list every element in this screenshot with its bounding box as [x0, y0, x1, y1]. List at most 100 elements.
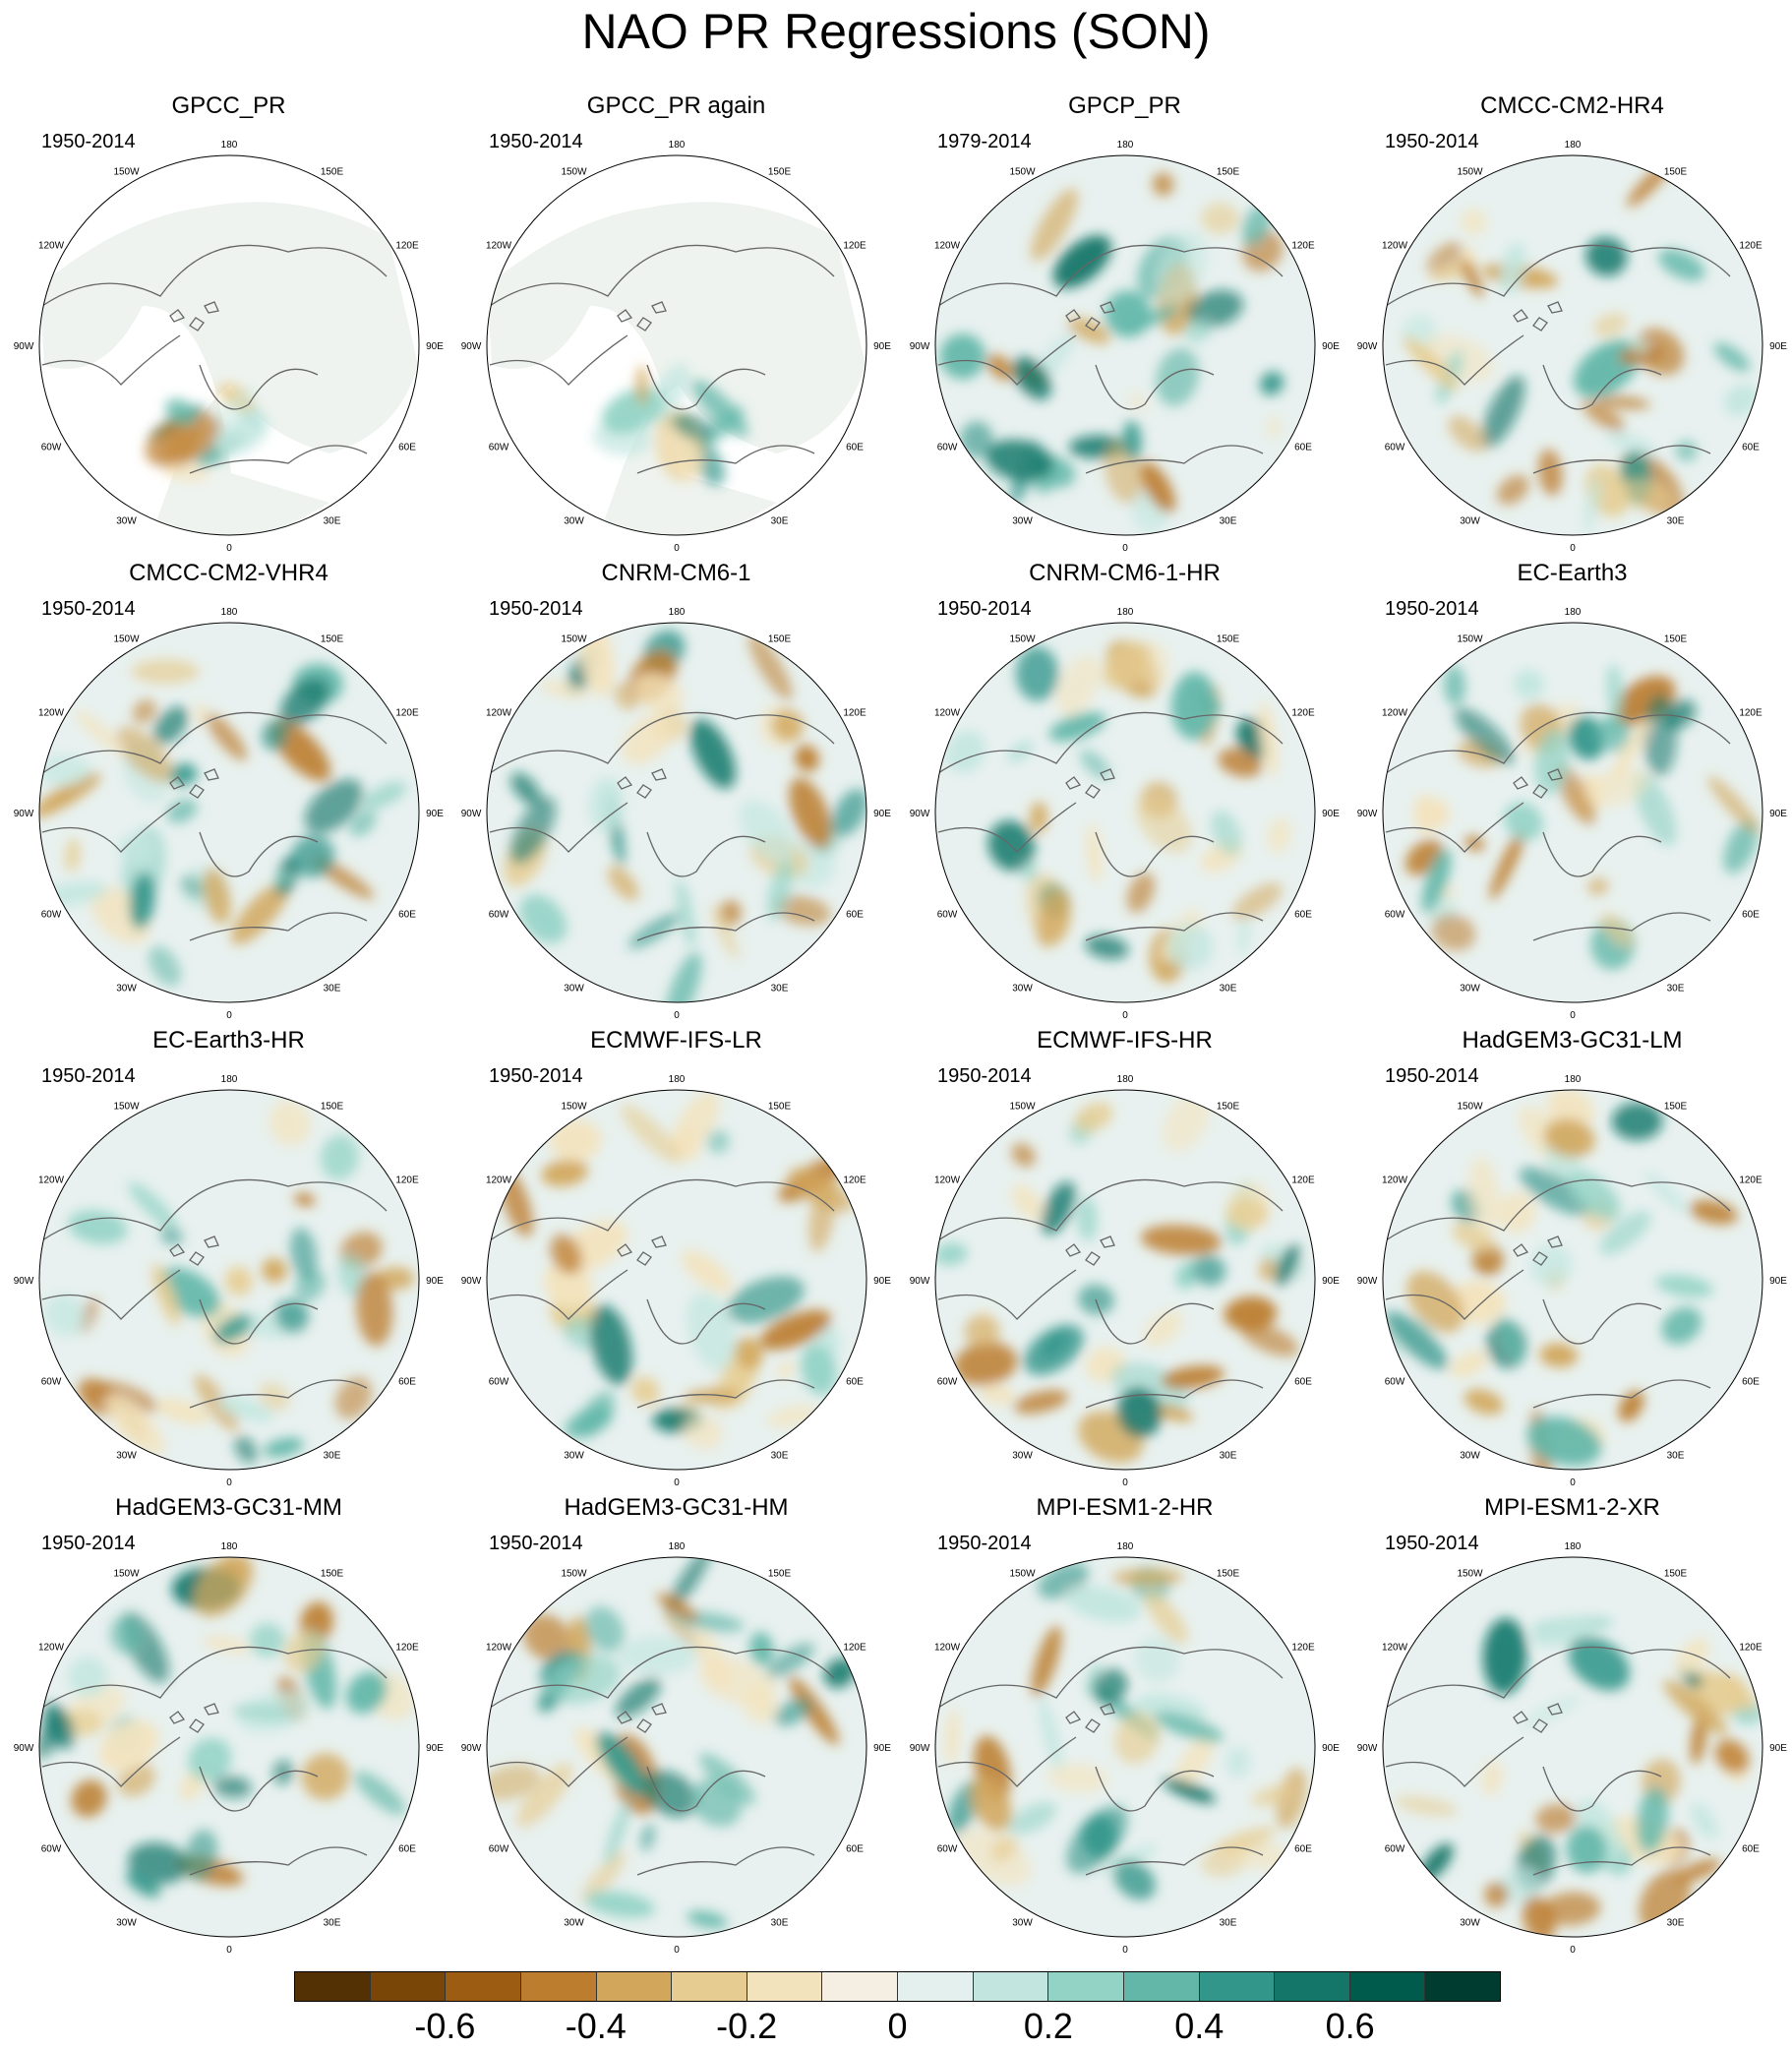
longitude-label: 120E [395, 708, 419, 719]
map-panel: CNRM-CM6-1 1950-2014 180 150E 120E 90E 60E 30E 0… [452, 560, 900, 1022]
longitude-label: 90E [1322, 1743, 1340, 1754]
longitude-label: 90E [1322, 341, 1340, 352]
longitude-label: 30E [771, 1918, 789, 1929]
precip-field [487, 1090, 866, 1470]
longitude-label: 0 [1570, 543, 1576, 554]
map-boundary [1382, 154, 1763, 536]
longitude-label: 0 [1570, 1477, 1576, 1488]
precip-field [1383, 1090, 1762, 1470]
polar-map: 180 150E 120E 90E 60E 30E 0 30W 60W 90W 120W 150W [910, 140, 1341, 554]
longitude-label: 150W [1009, 1102, 1036, 1113]
longitude-label: 30W [1460, 1918, 1480, 1929]
longitude-label: 30E [771, 516, 789, 527]
longitude-label: 150W [113, 167, 140, 178]
polar-map: 180 150E 120E 90E 60E 30E 0 30W 60W 90W 120W 150W [1357, 140, 1788, 554]
longitude-label: 60E [1294, 1377, 1312, 1388]
longitude-label: 90W [1357, 809, 1378, 819]
panel-title: MPI-ESM1-2-XR [1484, 1494, 1660, 1521]
longitude-label: 60E [846, 1844, 864, 1855]
panel-title: EC-Earth3 [1517, 560, 1628, 586]
colorbar-swatch [1425, 1972, 1500, 2001]
longitude-label: 180 [1565, 1074, 1582, 1085]
longitude-label: 180 [1117, 140, 1134, 151]
precip-field [1383, 1557, 1762, 1937]
longitude-label: 120E [843, 708, 866, 719]
longitude-label: 150E [321, 1102, 344, 1113]
panel-period: 1950-2014 [1385, 131, 1479, 152]
longitude-label: 0 [226, 543, 232, 554]
polar-map: 180 150E 120E 90E 60E 30E 0 30W 60W 90W 120W 150W [1357, 1074, 1788, 1488]
longitude-label: 180 [1565, 607, 1582, 618]
longitude-label: 150W [113, 1102, 140, 1113]
map-panel: MPI-ESM1-2-XR 1950-2014 180 150E 120E 90E 60E 3… [1348, 1494, 1792, 1957]
longitude-label: 60E [1742, 1844, 1760, 1855]
precip-field [935, 623, 1315, 1002]
longitude-label: 60W [41, 910, 62, 921]
longitude-label: 30E [1220, 1918, 1237, 1929]
longitude-label: 90W [461, 809, 482, 819]
colorbar [294, 1971, 1501, 2002]
panel-title: HadGEM3-GC31-HM [564, 1494, 789, 1521]
longitude-label: 90E [1769, 1276, 1787, 1287]
longitude-label: 60W [41, 1844, 62, 1855]
coastlines [41, 1178, 388, 1409]
longitude-label: 30W [564, 1451, 584, 1462]
longitude-label: 90E [426, 1743, 444, 1754]
longitude-label: 30E [324, 516, 341, 527]
map-panel: HadGEM3-GC31-LM 1950-2014 180 150E 120E 90E 60… [1348, 1027, 1792, 1489]
longitude-label: 90E [1322, 809, 1340, 819]
longitude-label: 150W [1457, 1569, 1483, 1580]
longitude-label: 150W [113, 1569, 140, 1580]
longitude-label: 150W [1009, 167, 1036, 178]
longitude-label: 30E [324, 1451, 341, 1462]
map-boundary [1382, 1089, 1763, 1471]
longitude-label: 120W [38, 1175, 65, 1186]
longitude-label: 120E [1291, 708, 1315, 719]
map-boundary [38, 1556, 420, 1938]
panel-title: ECMWF-IFS-HR [1037, 1027, 1213, 1054]
precip-field [935, 1557, 1315, 1937]
longitude-label: 60W [1385, 1377, 1405, 1388]
longitude-label: 150W [1009, 1569, 1036, 1580]
coastlines [937, 244, 1284, 474]
longitude-label: 90W [1357, 341, 1378, 352]
map-panel: GPCC_PR 1950-2014 180 150E 120E 90E 60E 30E 0 30W… [5, 92, 452, 555]
longitude-label: 150E [768, 1569, 792, 1580]
longitude-label: 30E [324, 984, 341, 994]
map-boundary [1382, 622, 1763, 1003]
coastlines [1385, 711, 1731, 941]
longitude-label: 120W [486, 708, 512, 719]
longitude-label: 90W [1357, 1743, 1378, 1754]
colorbar-swatch [822, 1972, 898, 2001]
longitude-label: 120W [38, 1643, 65, 1654]
longitude-label: 150E [1217, 167, 1240, 178]
longitude-label: 120W [38, 708, 65, 719]
longitude-label: 150W [1009, 634, 1036, 645]
polar-map: 180 150E 120E 90E 60E 30E 0 30W 60W 90W 120W 150W [461, 607, 892, 1021]
colorbar-swatch [973, 1972, 1049, 2001]
longitude-label: 180 [221, 140, 238, 151]
coastlines [489, 711, 835, 941]
colorbar-swatch [295, 1972, 371, 2001]
colorbar-swatch [1199, 1972, 1276, 2001]
map-boundary [934, 622, 1316, 1003]
longitude-label: 90W [461, 341, 482, 352]
panel-period: 1950-2014 [937, 598, 1032, 620]
panel-period: 1950-2014 [41, 131, 136, 152]
longitude-label: 30W [116, 984, 137, 994]
longitude-label: 180 [1565, 140, 1582, 151]
longitude-label: 90W [14, 1743, 34, 1754]
longitude-label: 30E [771, 1451, 789, 1462]
longitude-label: 180 [221, 1541, 238, 1552]
longitude-label: 120E [1739, 708, 1762, 719]
longitude-label: 30W [1460, 516, 1480, 527]
longitude-label: 120E [843, 1643, 866, 1654]
longitude-label: 30W [116, 1451, 137, 1462]
longitude-label: 60E [846, 1377, 864, 1388]
panel-period: 1950-2014 [41, 1533, 136, 1554]
longitude-label: 30W [1012, 516, 1033, 527]
panel-period: 1950-2014 [489, 598, 583, 620]
longitude-label: 120E [1739, 1175, 1762, 1186]
longitude-label: 90W [461, 1276, 482, 1287]
map-boundary [38, 622, 420, 1003]
